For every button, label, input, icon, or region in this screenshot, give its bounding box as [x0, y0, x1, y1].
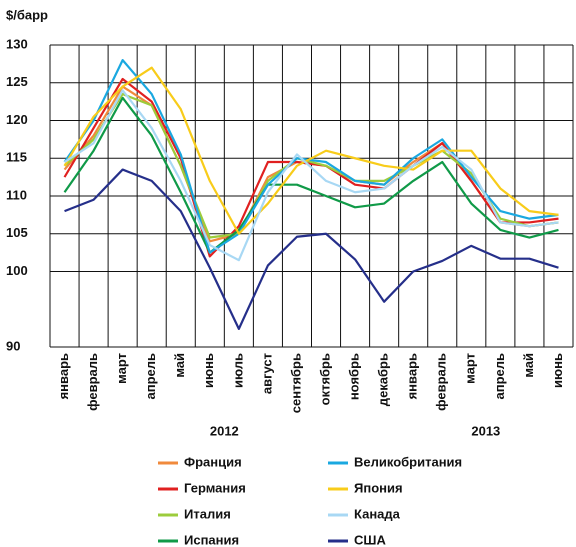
x-tick-label: январь — [56, 353, 71, 399]
legend-label: Италия — [184, 506, 231, 521]
x-tick-label: май — [172, 353, 187, 378]
legend-label: Германия — [184, 480, 246, 495]
x-tick-label: июнь — [550, 353, 565, 388]
y-tick-label: 120 — [6, 112, 28, 127]
series-line — [63, 92, 559, 239]
y-tick-label: 110 — [6, 187, 27, 202]
y-tick-label: 115 — [6, 150, 27, 165]
x-tick-label: март — [114, 353, 129, 384]
legend-label: Франция — [184, 454, 242, 469]
series-line — [63, 66, 559, 235]
year-label: 2012 — [210, 423, 239, 438]
x-tick-label: июль — [230, 353, 245, 388]
x-tick-label: январь — [405, 353, 420, 399]
series-line — [63, 77, 559, 258]
series-line — [63, 89, 559, 262]
x-tick-label: февраль — [434, 353, 449, 411]
y-tick-label: 100 — [6, 263, 28, 278]
y-tick-label: 125 — [6, 74, 28, 89]
y-tick-label: 130 — [6, 36, 28, 51]
x-tick-label: сентябрь — [288, 353, 303, 413]
x-tick-label: октябрь — [317, 353, 332, 405]
series-line — [63, 59, 559, 254]
legend-label: Япония — [354, 480, 403, 495]
x-tick-label: декабрь — [376, 353, 391, 406]
x-tick-label: март — [463, 353, 478, 384]
x-tick-label: апрель — [143, 353, 158, 400]
legend-label: США — [354, 532, 386, 547]
y-tick-label: 90 — [6, 338, 20, 353]
legend-label: Канада — [354, 506, 401, 521]
series-line — [63, 96, 559, 254]
x-tick-label: ноябрь — [347, 353, 362, 400]
series-line — [64, 168, 559, 330]
x-tick-label: июнь — [201, 353, 216, 388]
chart-title: $/барр — [6, 7, 48, 22]
y-tick-label: 105 — [6, 225, 28, 240]
legend-label: Великобритания — [354, 454, 462, 469]
x-tick-label: апрель — [492, 353, 507, 400]
legend-label: Испания — [184, 532, 239, 547]
x-tick-label: февраль — [85, 353, 100, 411]
x-tick-label: август — [259, 353, 274, 394]
year-label: 2013 — [471, 423, 500, 438]
x-tick-label: май — [521, 353, 536, 378]
